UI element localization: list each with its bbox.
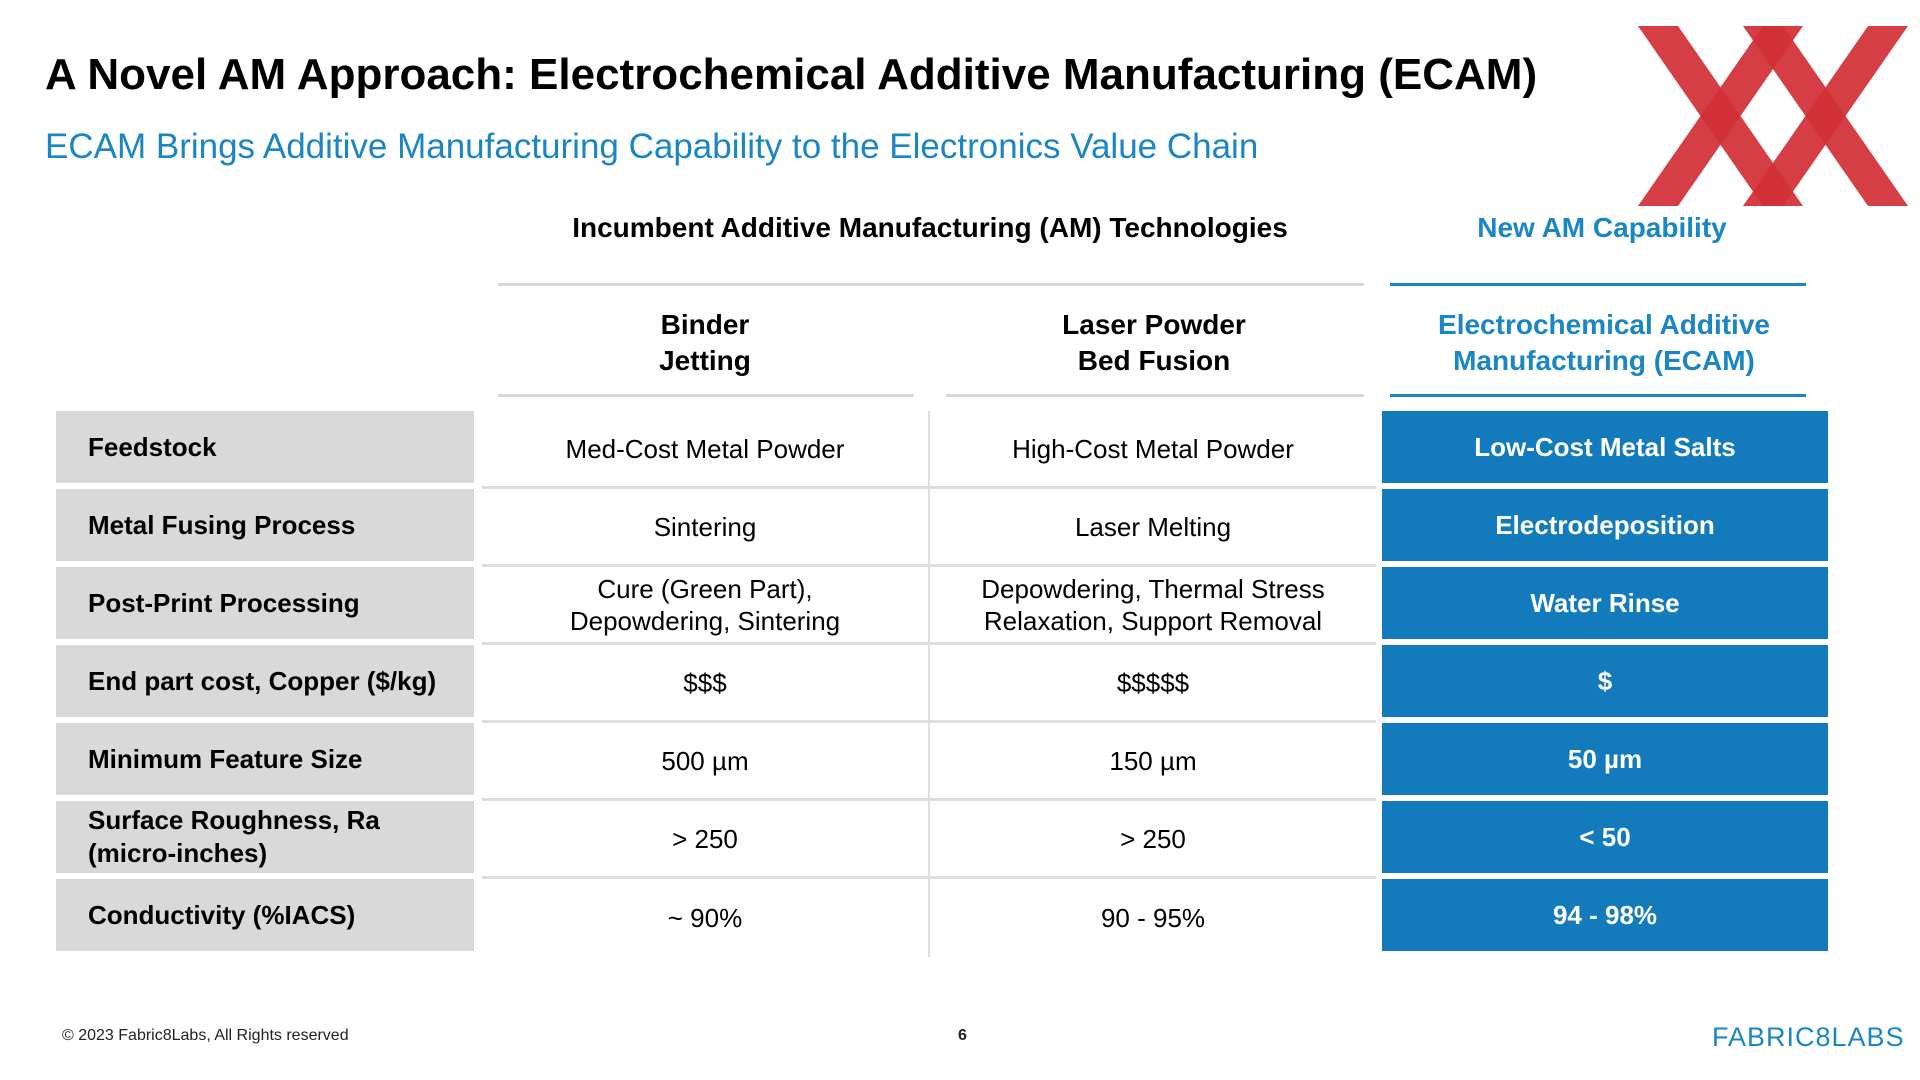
cell-binder-jetting: 500 µm	[482, 723, 928, 801]
group-header-new: New AM Capability	[1477, 212, 1727, 243]
company-logo-text: FABRIC8LABS	[1712, 1022, 1905, 1052]
cell-binder-jetting: > 250	[482, 801, 928, 879]
column-header-binder-jetting: Binder Jetting	[659, 309, 751, 376]
table-row: Feedstock Med-Cost Metal Powder High-Cos…	[56, 411, 1828, 489]
cell-laser-powder: 150 µm	[928, 723, 1376, 801]
row-label: Metal Fusing Process	[56, 489, 474, 561]
slide-title: A Novel AM Approach: Electrochemical Add…	[45, 50, 1538, 99]
divider-laser-bottom	[946, 394, 1364, 397]
cell-binder-jetting: Med-Cost Metal Powder	[482, 411, 928, 489]
row-label: Feedstock	[56, 411, 474, 483]
footer-copyright: © 2023 Fabric8Labs, All Rights reserved	[62, 1027, 349, 1044]
cell-laser-powder: $$$$$	[928, 645, 1376, 723]
page-number: 6	[958, 1027, 967, 1044]
divider-incumbent-top	[498, 283, 1364, 286]
column-header-laser-powder-bed-fusion: Laser Powder Bed Fusion	[1062, 309, 1246, 376]
comparison-table: Feedstock Med-Cost Metal Powder High-Cos…	[56, 411, 1828, 957]
cell-ecam: $	[1382, 645, 1828, 717]
cell-ecam: 50 µm	[1382, 723, 1828, 795]
cell-laser-powder: > 250	[928, 801, 1376, 879]
table-row: End part cost, Copper ($/kg) $$$ $$$$$ $	[56, 645, 1828, 723]
group-header-incumbent: Incumbent Additive Manufacturing (AM) Te…	[572, 212, 1288, 243]
slide-subtitle: ECAM Brings Additive Manufacturing Capab…	[45, 127, 1259, 166]
column-header-ecam: Electrochemical Additive Manufacturing (…	[1438, 309, 1770, 376]
divider-ecam-bottom	[1390, 394, 1806, 397]
cell-binder-jetting: $$$	[482, 645, 928, 723]
cell-laser-powder: Depowdering, Thermal Stress Relaxation, …	[928, 567, 1376, 645]
cell-ecam: Electrodeposition	[1382, 489, 1828, 561]
row-label: Surface Roughness, Ra (micro-inches)	[56, 801, 474, 873]
cell-binder-jetting: Sintering	[482, 489, 928, 567]
cell-ecam: Water Rinse	[1382, 567, 1828, 639]
cell-ecam: 94 - 98%	[1382, 879, 1828, 951]
double-x-logo-icon	[1638, 26, 1908, 206]
cell-binder-jetting: Cure (Green Part), Depowdering, Sinterin…	[482, 567, 928, 645]
divider-binder-bottom	[498, 394, 914, 397]
table-row: Conductivity (%IACS) ~ 90% 90 - 95% 94 -…	[56, 879, 1828, 957]
row-label: End part cost, Copper ($/kg)	[56, 645, 474, 717]
cell-laser-powder: Laser Melting	[928, 489, 1376, 567]
table-row: Minimum Feature Size 500 µm 150 µm 50 µm	[56, 723, 1828, 801]
cell-laser-powder: 90 - 95%	[928, 879, 1376, 957]
row-label: Minimum Feature Size	[56, 723, 474, 795]
cell-laser-powder: High-Cost Metal Powder	[928, 411, 1376, 489]
table-row: Surface Roughness, Ra (micro-inches) > 2…	[56, 801, 1828, 879]
row-label: Post-Print Processing	[56, 567, 474, 639]
table-row: Post-Print Processing Cure (Green Part),…	[56, 567, 1828, 645]
cell-binder-jetting: ~ 90%	[667, 903, 743, 933]
divider-new-top	[1390, 283, 1806, 286]
cell-ecam: < 50	[1382, 801, 1828, 873]
cell-ecam: Low-Cost Metal Salts	[1382, 411, 1828, 483]
row-label: Conductivity (%IACS)	[56, 879, 474, 951]
table-row: Metal Fusing Process Sintering Laser Mel…	[56, 489, 1828, 567]
